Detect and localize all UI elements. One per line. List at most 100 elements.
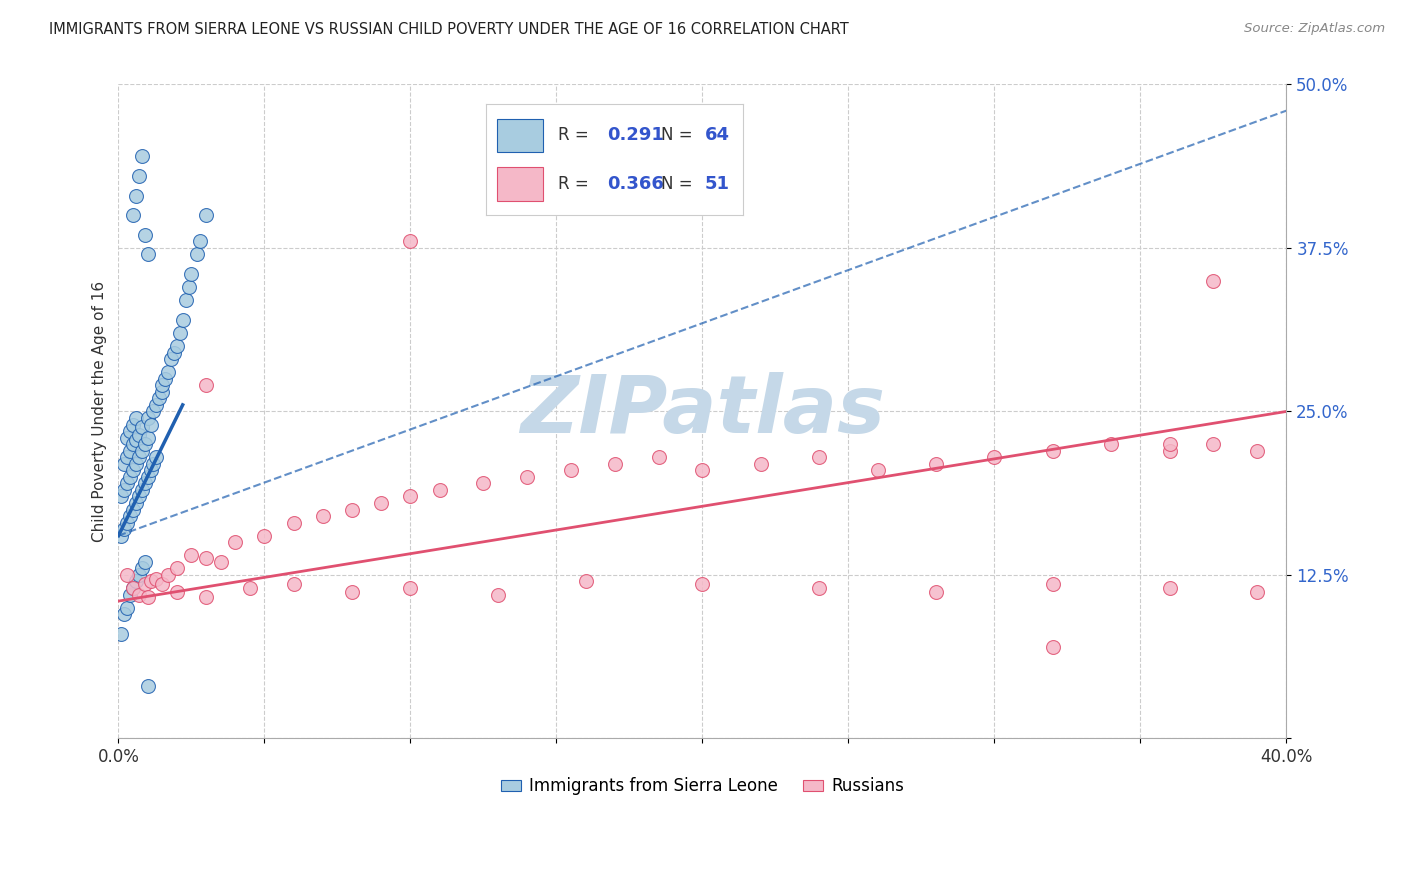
Point xyxy=(283,516,305,530)
Point xyxy=(1042,577,1064,591)
Point xyxy=(399,235,422,249)
Point xyxy=(925,585,948,599)
Point xyxy=(370,496,392,510)
Point xyxy=(647,450,669,465)
Point xyxy=(172,313,194,327)
Point xyxy=(125,574,148,589)
Point xyxy=(134,227,156,242)
Point xyxy=(253,529,276,543)
Point xyxy=(122,437,145,451)
Legend: Immigrants from Sierra Leone, Russians: Immigrants from Sierra Leone, Russians xyxy=(494,771,911,802)
Point xyxy=(983,450,1005,465)
Point xyxy=(188,235,211,249)
Point xyxy=(1202,274,1225,288)
Point xyxy=(122,502,145,516)
Point xyxy=(1042,443,1064,458)
Point xyxy=(136,247,159,261)
Point xyxy=(122,208,145,222)
Point xyxy=(136,590,159,604)
Point xyxy=(808,581,831,595)
Point xyxy=(134,577,156,591)
Point xyxy=(399,490,422,504)
Point xyxy=(312,509,335,524)
Point xyxy=(340,502,363,516)
Point xyxy=(115,476,138,491)
Point xyxy=(112,522,135,536)
Point xyxy=(603,149,626,163)
Point xyxy=(136,411,159,425)
Text: ZIPatlas: ZIPatlas xyxy=(520,373,884,450)
Point xyxy=(692,463,714,477)
Point xyxy=(131,420,153,434)
Point xyxy=(150,577,173,591)
Point xyxy=(120,509,142,524)
Point xyxy=(145,572,167,586)
Point xyxy=(866,463,889,477)
Point xyxy=(166,339,188,353)
Point xyxy=(120,424,142,438)
Point xyxy=(692,577,714,591)
Point xyxy=(139,417,162,432)
Point xyxy=(112,483,135,497)
Point xyxy=(174,293,197,308)
Text: Source: ZipAtlas.com: Source: ZipAtlas.com xyxy=(1244,22,1385,36)
Point xyxy=(150,378,173,392)
Point xyxy=(148,392,170,406)
Point xyxy=(131,149,153,163)
Point xyxy=(195,590,218,604)
Point xyxy=(195,378,218,392)
Point xyxy=(128,450,150,465)
Point xyxy=(122,581,145,595)
Point xyxy=(1159,437,1181,451)
Point xyxy=(128,428,150,442)
Point xyxy=(1246,443,1268,458)
Point xyxy=(749,457,772,471)
Point xyxy=(1202,437,1225,451)
Point xyxy=(283,577,305,591)
Point xyxy=(134,555,156,569)
Point xyxy=(125,434,148,448)
Y-axis label: Child Poverty Under the Age of 16: Child Poverty Under the Age of 16 xyxy=(93,281,107,542)
Point xyxy=(134,437,156,451)
Point xyxy=(145,450,167,465)
Point xyxy=(122,463,145,477)
Point xyxy=(195,550,218,565)
Point xyxy=(115,600,138,615)
Point xyxy=(486,588,509,602)
Point xyxy=(1246,585,1268,599)
Point xyxy=(145,398,167,412)
Point xyxy=(112,457,135,471)
Point xyxy=(1159,581,1181,595)
Point xyxy=(516,470,538,484)
Point xyxy=(166,585,188,599)
Point xyxy=(603,457,626,471)
Point xyxy=(115,431,138,445)
Point xyxy=(134,476,156,491)
Point xyxy=(110,627,132,641)
Point xyxy=(1159,443,1181,458)
Point xyxy=(131,561,153,575)
Point xyxy=(139,574,162,589)
Point xyxy=(186,247,208,261)
Point xyxy=(150,384,173,399)
Point xyxy=(142,404,165,418)
Point xyxy=(340,585,363,599)
Point xyxy=(808,450,831,465)
Point xyxy=(110,490,132,504)
Point xyxy=(128,490,150,504)
Point xyxy=(157,568,180,582)
Point xyxy=(120,470,142,484)
Point xyxy=(560,463,582,477)
Point xyxy=(131,483,153,497)
Point xyxy=(125,411,148,425)
Point xyxy=(115,568,138,582)
Point xyxy=(125,496,148,510)
Point xyxy=(136,679,159,693)
Point xyxy=(157,365,180,379)
Point xyxy=(120,588,142,602)
Point xyxy=(128,588,150,602)
Point xyxy=(136,431,159,445)
Point xyxy=(1099,437,1122,451)
Point xyxy=(925,457,948,471)
Point xyxy=(180,549,202,563)
